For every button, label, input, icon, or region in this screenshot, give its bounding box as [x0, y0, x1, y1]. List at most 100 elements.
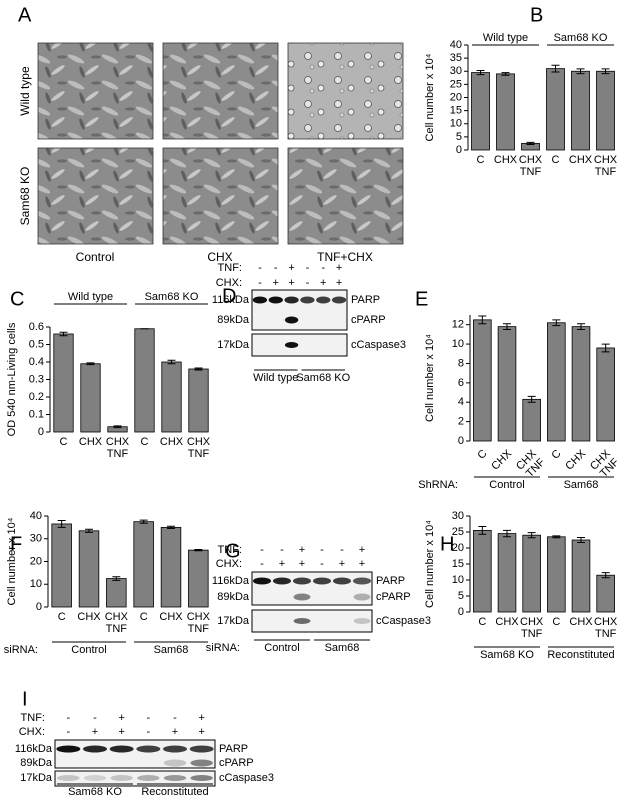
- y-tick-label: 0.4: [29, 356, 44, 368]
- x-tick-label: CHX: [77, 611, 101, 623]
- band-label: cPARP: [351, 314, 386, 326]
- band: [353, 618, 371, 624]
- panel-label: H: [440, 533, 454, 555]
- bar: [160, 526, 182, 608]
- treatment-sign: +: [92, 726, 98, 738]
- error-bar: [501, 72, 510, 76]
- band: [353, 577, 371, 585]
- bar: [473, 530, 492, 613]
- text-line: CHX: [594, 616, 618, 628]
- blot: [251, 571, 373, 606]
- bar: [596, 70, 615, 151]
- error-bar: [552, 535, 561, 539]
- x-tick-label: C: [58, 611, 66, 623]
- blot: [54, 739, 216, 769]
- x-tick-label: CHX: [563, 447, 588, 472]
- band-label: PARP: [219, 743, 248, 755]
- error-bar: [577, 536, 585, 544]
- column-label: TNF+CHX: [317, 250, 373, 264]
- text-line: TNF: [106, 623, 128, 635]
- error-bar: [576, 68, 585, 75]
- text-line: TNF: [520, 166, 542, 178]
- error-bar: [476, 69, 485, 76]
- group-label: Wild type: [68, 291, 113, 303]
- band: [83, 775, 107, 781]
- y-tick-label: 0.5: [29, 338, 44, 350]
- marker-label: 116kDa: [212, 294, 250, 306]
- treatment-sign: +: [198, 712, 204, 724]
- bar: [571, 326, 591, 442]
- y-tick-label: 10: [450, 118, 462, 130]
- x-tick-label: CHXTNF: [514, 447, 548, 481]
- treatment-label: CHX:: [216, 558, 242, 570]
- treatment-sign: +: [336, 262, 342, 274]
- error-bar: [527, 532, 536, 539]
- y-tick-label: 0: [458, 606, 464, 618]
- marker-label: 17kDa: [217, 615, 250, 627]
- treatment-sign: -: [260, 558, 264, 570]
- error-bar: [577, 323, 585, 331]
- treatment-sign: -: [258, 262, 262, 274]
- error-bar: [552, 319, 561, 327]
- treatment-sign: -: [258, 277, 262, 289]
- y-axis-label: Cell number x 10⁴: [424, 520, 436, 608]
- marker-label: 116kDa: [15, 743, 53, 755]
- bar: [497, 326, 517, 442]
- y-tick-label: 40: [30, 510, 42, 522]
- error-bar: [503, 323, 511, 331]
- band: [109, 745, 134, 753]
- group-label: Control: [264, 642, 299, 654]
- x-tick-label: CHX: [159, 611, 183, 623]
- group-prefix: siRNA:: [206, 642, 240, 654]
- treatment-sign: +: [118, 712, 124, 724]
- error-bar: [113, 425, 122, 429]
- y-tick-label: 8: [458, 357, 464, 369]
- treatment-sign: -: [146, 726, 150, 738]
- band: [333, 577, 351, 585]
- bar: [473, 319, 492, 442]
- y-tick-label: 5: [458, 590, 464, 602]
- treatment-sign: -: [146, 712, 150, 724]
- bar: [571, 539, 591, 613]
- bar: [547, 322, 566, 442]
- treatment-sign: -: [274, 262, 278, 274]
- y-tick-label: 5: [456, 131, 462, 143]
- band: [252, 296, 268, 304]
- y-tick-label: 40: [450, 39, 462, 51]
- text-line: CHX: [105, 611, 129, 623]
- x-tick-label: CHXTNF: [588, 447, 622, 481]
- band: [190, 775, 213, 781]
- band: [316, 296, 331, 304]
- bar: [546, 68, 565, 151]
- treatment-sign: +: [198, 726, 204, 738]
- group-label: Sam68 KO: [296, 372, 350, 384]
- x-tick-label: C: [552, 154, 560, 166]
- text-line: TNF: [595, 628, 617, 640]
- x-tick-label: C: [475, 448, 489, 462]
- bar: [471, 72, 490, 151]
- band: [353, 593, 371, 601]
- marker-label: 116kDa: [212, 575, 250, 587]
- column-label: CHX: [207, 250, 232, 264]
- y-tick-label: 10: [452, 338, 464, 350]
- y-tick-label: 20: [452, 542, 464, 554]
- band-label: cPARP: [219, 757, 254, 769]
- bar: [134, 328, 155, 433]
- text-line: TNF: [521, 628, 543, 640]
- treatment-sign: -: [66, 726, 70, 738]
- bar: [522, 534, 541, 613]
- bar: [188, 368, 209, 433]
- y-tick-label: 20: [30, 555, 42, 567]
- error-bar: [194, 548, 203, 552]
- panel-label: F: [10, 533, 22, 555]
- y-tick-label: 6: [458, 377, 464, 389]
- x-tick-label: C: [141, 436, 149, 448]
- band: [300, 296, 315, 304]
- band: [137, 775, 160, 781]
- x-tick-label: CHX: [569, 154, 593, 166]
- treatment-sign: -: [320, 558, 324, 570]
- group-label: Reconstituted: [141, 786, 208, 798]
